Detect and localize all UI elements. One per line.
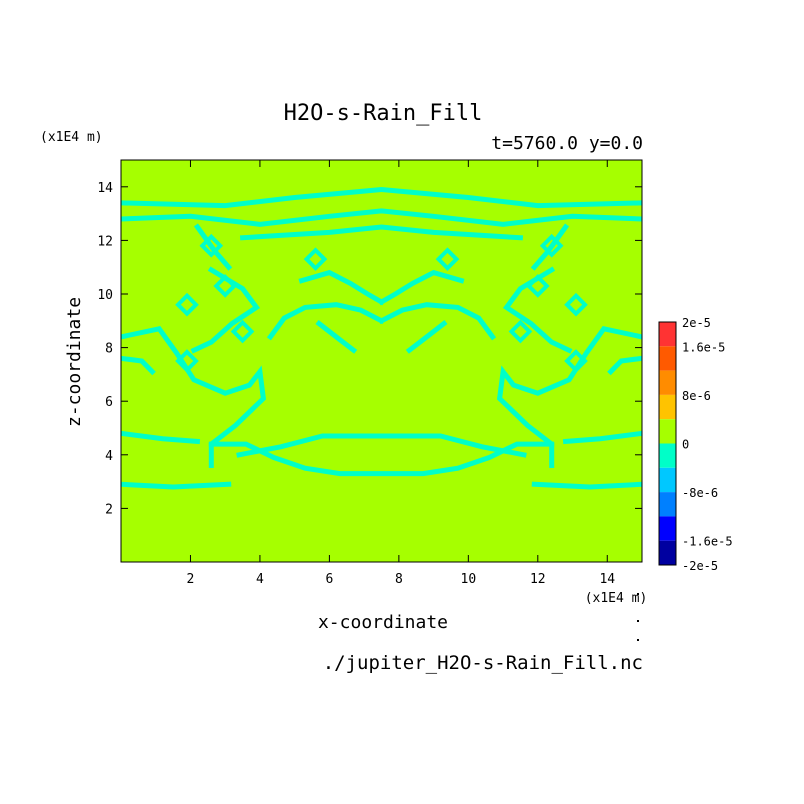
contour-line <box>266 302 385 341</box>
heatmap-background <box>121 160 642 562</box>
plot-area: 2 4 6 8 10 12 14 2 4 6 8 10 12 14 <box>97 159 643 587</box>
contour-features <box>121 186 642 490</box>
contour-blob <box>303 247 328 271</box>
chart-title: H2O-s-Rain_Fill <box>284 101 483 126</box>
x-axis-ticks: 2 4 6 8 10 12 14 <box>187 160 615 587</box>
contour-line <box>236 433 527 458</box>
contour-line <box>378 302 497 341</box>
colorbar-swatch <box>659 394 676 420</box>
contour-line <box>121 355 156 376</box>
contour-blob <box>175 292 199 317</box>
stray-marks <box>637 593 639 641</box>
y-axis-unit: (x1E4 m) <box>40 130 103 145</box>
colorbar-swatch <box>659 467 676 493</box>
contour-line <box>121 481 232 490</box>
colorbar-label: 8e-6 <box>682 389 711 403</box>
contour-line <box>502 266 573 354</box>
colorbar-frame <box>658 321 677 566</box>
contour-line <box>405 319 448 354</box>
y-tick-label: 8 <box>105 342 113 357</box>
contour-blob <box>508 319 533 344</box>
contour-blob <box>199 233 224 258</box>
x-tick-label: 6 <box>325 572 333 587</box>
contour-line <box>239 224 524 241</box>
y-tick-label: 6 <box>105 395 113 410</box>
colorbar: 2e-5 1.6e-5 8e-6 0 -8e-6 -1.6e-5 -2e-5 <box>658 316 733 573</box>
contour-blob <box>435 247 460 271</box>
contour-blob <box>525 274 550 298</box>
y-tick-label: 12 <box>97 234 113 249</box>
contour-blob <box>539 233 564 258</box>
colorbar-swatch <box>659 370 676 395</box>
contour-line <box>190 266 261 354</box>
chart-subtitle: t=5760.0 y=0.0 <box>491 133 643 154</box>
contour-line <box>496 326 642 468</box>
contour-blob <box>564 349 588 373</box>
contour-blob <box>230 319 255 344</box>
x-axis-label: x-coordinate <box>318 612 448 633</box>
colorbar-swatch <box>659 516 676 541</box>
colorbar-label: -1.6e-5 <box>682 535 733 549</box>
x-tick-label: 2 <box>187 572 195 587</box>
y-tick-label: 14 <box>97 181 113 196</box>
x-tick-label: 12 <box>530 572 546 587</box>
plot-frame <box>120 159 643 563</box>
colorbar-label: 2e-5 <box>682 316 711 330</box>
x-tick-label: 10 <box>461 572 477 587</box>
source-filename: ./jupiter_H2O-s-Rain_Fill.nc <box>323 652 643 674</box>
colorbar-swatch <box>659 443 676 468</box>
colorbar-label: -2e-5 <box>682 559 718 573</box>
y-tick-label: 10 <box>97 288 113 303</box>
y-tick-label: 4 <box>105 449 113 464</box>
contour-line <box>562 430 642 445</box>
contour-line <box>208 441 555 477</box>
colorbar-swatch <box>659 322 676 347</box>
contour-blob <box>213 274 238 298</box>
y-tick-label: 2 <box>105 502 113 517</box>
contour-line <box>121 326 267 468</box>
contour-line <box>121 186 642 209</box>
y-axis-ticks: 2 4 6 8 10 12 14 <box>97 181 642 517</box>
contour-line <box>607 355 642 376</box>
contour-blob <box>175 349 199 373</box>
colorbar-swatch <box>659 540 676 565</box>
x-tick-label: 4 <box>256 572 264 587</box>
colorbar-label: -8e-6 <box>682 486 718 500</box>
colorbar-swatch <box>659 419 676 444</box>
colorbar-label: 1.6e-5 <box>682 340 725 354</box>
colorbar-label: 0 <box>682 438 689 452</box>
contour-line <box>298 269 385 306</box>
contour-blob <box>564 292 588 317</box>
contour-line <box>121 208 642 227</box>
y-axis-label: z-coordinate <box>64 297 85 427</box>
x-tick-label: 8 <box>395 572 403 587</box>
contour-line <box>121 430 201 445</box>
x-tick-label: 14 <box>599 572 615 587</box>
colorbar-swatch <box>659 492 676 517</box>
contour-line <box>378 269 465 306</box>
contour-line <box>531 481 642 490</box>
colorbar-swatch <box>659 346 676 371</box>
x-axis-unit: (x1E4 m) <box>585 591 648 606</box>
contour-line <box>315 319 358 354</box>
